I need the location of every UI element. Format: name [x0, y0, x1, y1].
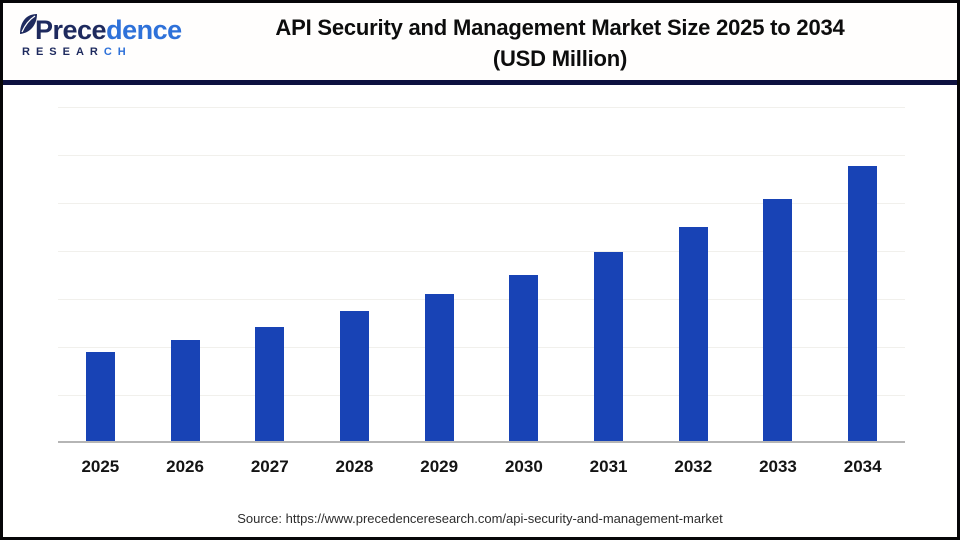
gridline: [58, 251, 905, 252]
chart-title-line2: (USD Million): [492, 46, 628, 71]
bar-2031: [594, 252, 624, 441]
bar-slot-2025: [58, 107, 143, 441]
bar-2028: [339, 311, 369, 441]
bar-slot-2031: [566, 107, 651, 441]
bar-2033: [763, 199, 793, 441]
plot-area: [58, 107, 905, 443]
gridline: [58, 107, 905, 108]
brand-name-dark: Prece: [35, 15, 107, 45]
gridline: [58, 203, 905, 204]
chart-title: API Security and Management Market Size …: [173, 12, 947, 74]
brand-subtitle-light: CH: [103, 46, 132, 58]
x-tick-2027: 2027: [250, 457, 289, 476]
bar-2030: [509, 275, 539, 441]
bar-slot-2026: [143, 107, 228, 441]
x-tick-2034: 2034: [843, 457, 882, 476]
bar-slot-2027: [227, 107, 312, 441]
bar-slot-2033: [736, 107, 821, 441]
leaf-icon: [19, 13, 38, 40]
x-tick-2029: 2029: [420, 457, 459, 476]
gridline: [58, 299, 905, 300]
brand-name-light: dence: [106, 15, 182, 45]
header: Precedence RESEARCH API Security and Man…: [3, 3, 957, 80]
x-tick-2030: 2030: [504, 457, 543, 476]
brand-subtitle: RESEARCH: [22, 46, 179, 58]
bar-slot-2034: [820, 107, 905, 441]
brand-name: Precedence: [35, 15, 182, 45]
bar-2025: [85, 352, 115, 441]
gridline: [58, 155, 905, 156]
bar-2034: [848, 166, 878, 441]
x-tick-2026: 2026: [166, 457, 204, 476]
gridline: [58, 395, 905, 396]
bar-series: [58, 107, 905, 441]
x-tick-2033: 2033: [759, 457, 797, 476]
bar-2026: [170, 340, 200, 441]
x-tick-2031: 2031: [589, 457, 628, 476]
chart-title-line1: API Security and Management Market Size …: [275, 15, 845, 40]
x-axis-labels: 2025 2026 2027 2028 2029 2030 2031 2032 2033 2034: [58, 457, 905, 477]
bar-2032: [678, 227, 708, 441]
bar-slot-2028: [312, 107, 397, 441]
chart-section: 2025 2026 2027 2028 2029 2030 2031 2032 2033 2034…: [3, 85, 957, 537]
x-tick-2032: 2032: [674, 457, 713, 476]
x-tick-2028: 2028: [335, 457, 374, 476]
bar-2029: [424, 294, 454, 441]
bar-2027: [255, 327, 285, 441]
x-tick-2025: 2025: [81, 457, 120, 476]
source-text: Source: https://www.precedenceresearch.c…: [237, 511, 723, 526]
header-divider: [3, 80, 957, 85]
brand-subtitle-dark: RESEAR: [22, 46, 104, 58]
bar-slot-2030: [482, 107, 567, 441]
bar-slot-2032: [651, 107, 736, 441]
precedence-research-logo: Precedence RESEARCH: [19, 13, 182, 58]
bar-slot-2029: [397, 107, 482, 441]
gridline: [58, 347, 905, 348]
